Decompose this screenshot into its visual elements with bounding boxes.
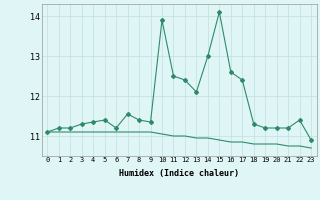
X-axis label: Humidex (Indice chaleur): Humidex (Indice chaleur) bbox=[119, 169, 239, 178]
